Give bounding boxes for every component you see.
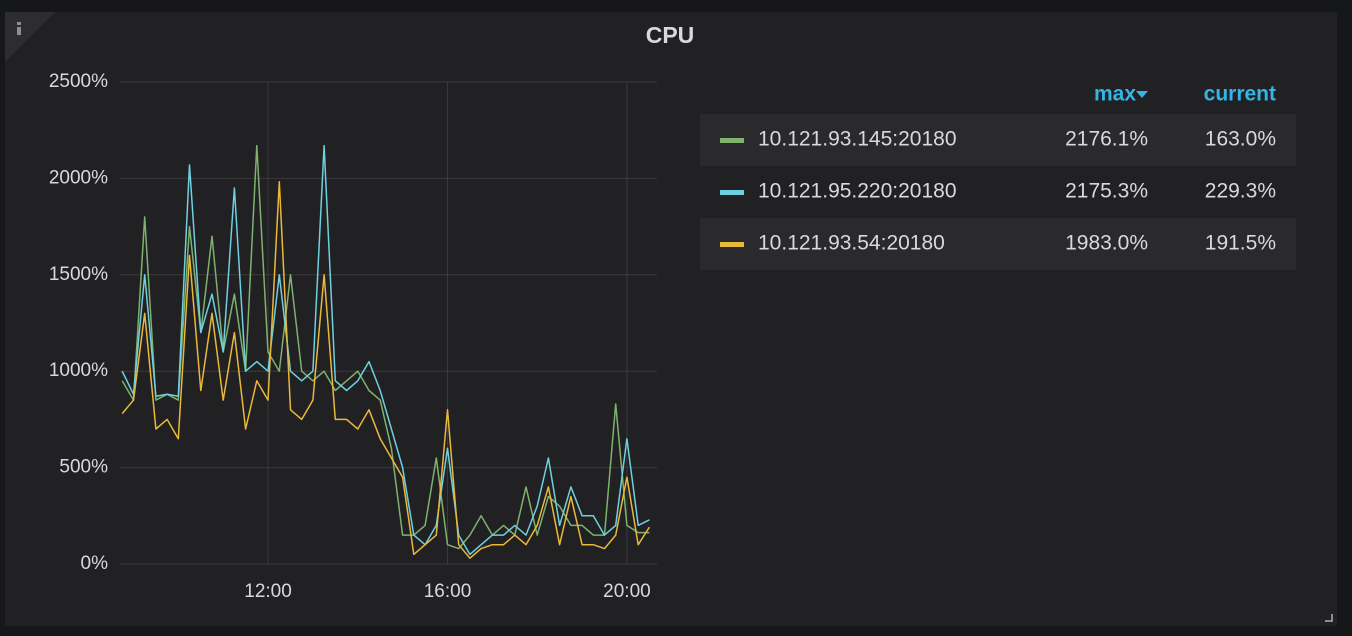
legend-swatch [720,138,744,143]
legend-max: 2175.3% [1065,180,1148,203]
sort-arrow[interactable] [1136,91,1148,98]
y-tick-label: 1000% [49,360,108,381]
legend-column-header[interactable]: max [1094,83,1136,106]
info-icon-dot [17,22,21,25]
y-tick-label: 2500% [49,71,108,92]
legend-row-bg [700,218,1296,270]
legend-current: 229.3% [1205,180,1276,203]
legend-name[interactable]: 10.121.95.220:20180 [758,180,957,203]
series-line [121,144,650,556]
x-tick-label: 20:00 [603,581,651,602]
y-tick-label: 500% [59,457,108,478]
x-tick-label: 12:00 [244,581,292,602]
x-tick-label: 16:00 [424,581,472,602]
legend-current: 191.5% [1205,232,1276,255]
series-line [121,144,650,550]
y-tick-label: 2000% [49,167,108,188]
series-line [121,180,651,559]
legend-name[interactable]: 10.121.93.145:20180 [758,128,957,151]
legend-max: 2176.1% [1065,128,1148,151]
legend-max: 1983.0% [1065,232,1148,255]
legend-row-bg [700,114,1296,166]
y-tick-label: 1500% [49,264,108,285]
legend-swatch [720,242,744,247]
y-tick-label: 0% [81,553,109,574]
legend-column-header[interactable]: current [1204,83,1276,106]
chart-title: CPU [646,22,695,48]
legend-name[interactable]: 10.121.93.54:20180 [758,232,945,255]
legend-swatch [720,190,744,195]
legend-current: 163.0% [1205,128,1276,151]
resize-handle[interactable] [1325,614,1333,622]
info-icon-stem [17,27,21,35]
